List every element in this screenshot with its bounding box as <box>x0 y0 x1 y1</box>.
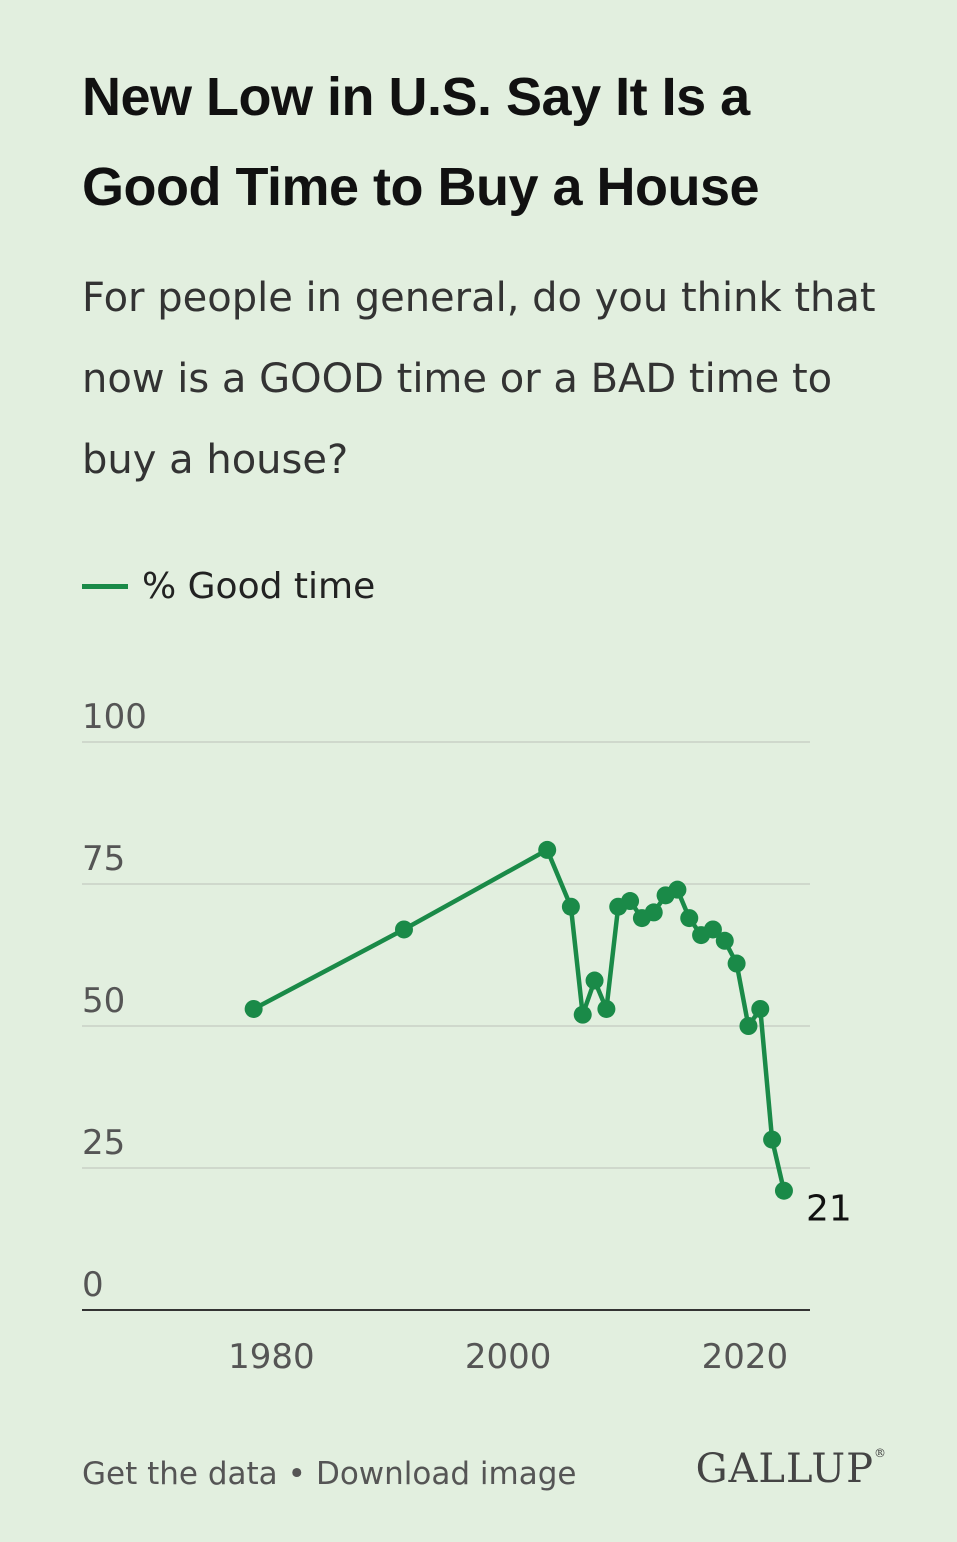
data-point-2 <box>538 840 557 859</box>
data-point-8 <box>621 892 640 911</box>
footer: Get the data • Download image <box>82 1456 576 1492</box>
y-tick-label-25: 25 <box>82 1123 125 1163</box>
data-point-0 <box>244 999 263 1018</box>
y-tick-label-50: 50 <box>82 981 125 1021</box>
x-tick-label-2000: 2000 <box>465 1337 552 1377</box>
y-tick-label-0: 0 <box>82 1265 104 1305</box>
data-point-15 <box>703 920 722 939</box>
data-point-10 <box>644 903 663 922</box>
data-point-13 <box>680 909 699 928</box>
chart-subtitle: For people in general, do you think that… <box>82 275 876 483</box>
download-image-link[interactable]: Download image <box>315 1456 577 1492</box>
y-tick-label-100: 100 <box>82 697 147 737</box>
legend: % Good time <box>82 562 375 610</box>
data-point-1 <box>394 920 413 939</box>
data-point-4 <box>573 1005 592 1024</box>
data-point-12 <box>668 880 687 899</box>
end-value-label: 21 <box>806 1189 852 1230</box>
data-point-21 <box>774 1181 793 1200</box>
x-tick-label-2020: 2020 <box>702 1337 789 1377</box>
data-point-18 <box>739 1017 758 1035</box>
data-point-17 <box>727 954 746 973</box>
chart-title: New Low in U.S. Say It Is a Good Time to… <box>82 67 760 217</box>
data-point-19 <box>751 999 770 1018</box>
get-data-link[interactable]: Get the data <box>82 1456 278 1492</box>
line-chart: 0 25 50 75 100 1980 2000 2020 21 <box>82 697 852 1377</box>
footer-separator: • <box>287 1456 306 1492</box>
gallup-logo: GALLUP® <box>695 1446 887 1492</box>
data-point-6 <box>597 999 616 1018</box>
series-line-0 <box>251 847 787 1193</box>
legend-label: % Good time <box>142 565 376 607</box>
data-point-16 <box>715 931 734 950</box>
data-point-3 <box>561 897 580 916</box>
data-point-20 <box>763 1130 782 1149</box>
legend-line-swatch <box>82 583 128 589</box>
data-point-5 <box>585 971 604 990</box>
logo-text: GALLUP <box>695 1446 874 1492</box>
x-tick-label-1980: 1980 <box>228 1337 315 1377</box>
y-tick-label-75: 75 <box>82 839 125 879</box>
